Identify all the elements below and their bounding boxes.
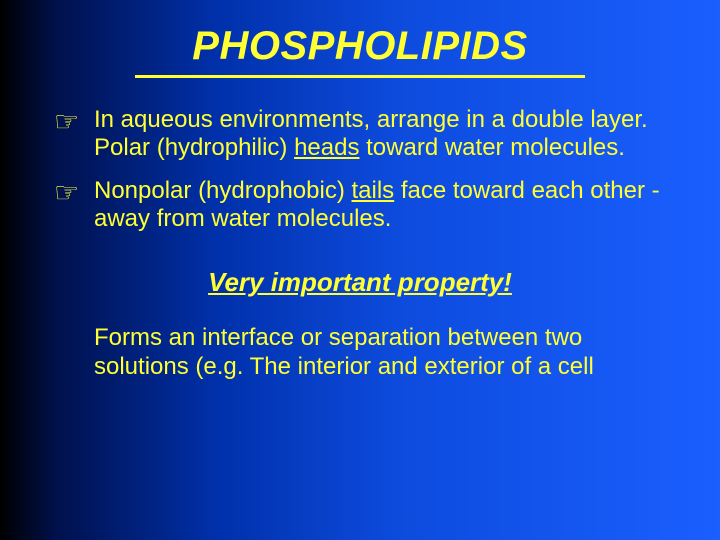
list-item: ☞ In aqueous environments, arrange in a … — [54, 106, 670, 163]
callout-text: Very important property! — [208, 267, 512, 297]
slide: PHOSPHOLIPIDS ☞ In aqueous environments,… — [0, 0, 720, 540]
pointing-hand-icon: ☞ — [54, 106, 94, 136]
pointing-hand-icon: ☞ — [54, 177, 94, 207]
bullet-text-underlined: tails — [351, 177, 394, 204]
paragraph: Forms an interface or separation between… — [94, 324, 660, 381]
bullet-text-post: toward water molecules. — [359, 134, 624, 161]
list-item: ☞ Nonpolar (hydrophobic) tails face towa… — [54, 177, 670, 234]
bullet-text: Nonpolar (hydrophobic) tails face toward… — [94, 177, 670, 234]
bullet-text-pre: Nonpolar (hydrophobic) — [94, 177, 351, 204]
title-underline — [135, 75, 585, 78]
callout: Very important property! — [50, 267, 670, 298]
bullet-list: ☞ In aqueous environments, arrange in a … — [54, 106, 670, 233]
title-wrap: PHOSPHOLIPIDS — [50, 24, 670, 69]
bullet-text-underlined: heads — [294, 134, 359, 161]
page-title: PHOSPHOLIPIDS — [192, 24, 527, 69]
bullet-text: In aqueous environments, arrange in a do… — [94, 106, 670, 163]
